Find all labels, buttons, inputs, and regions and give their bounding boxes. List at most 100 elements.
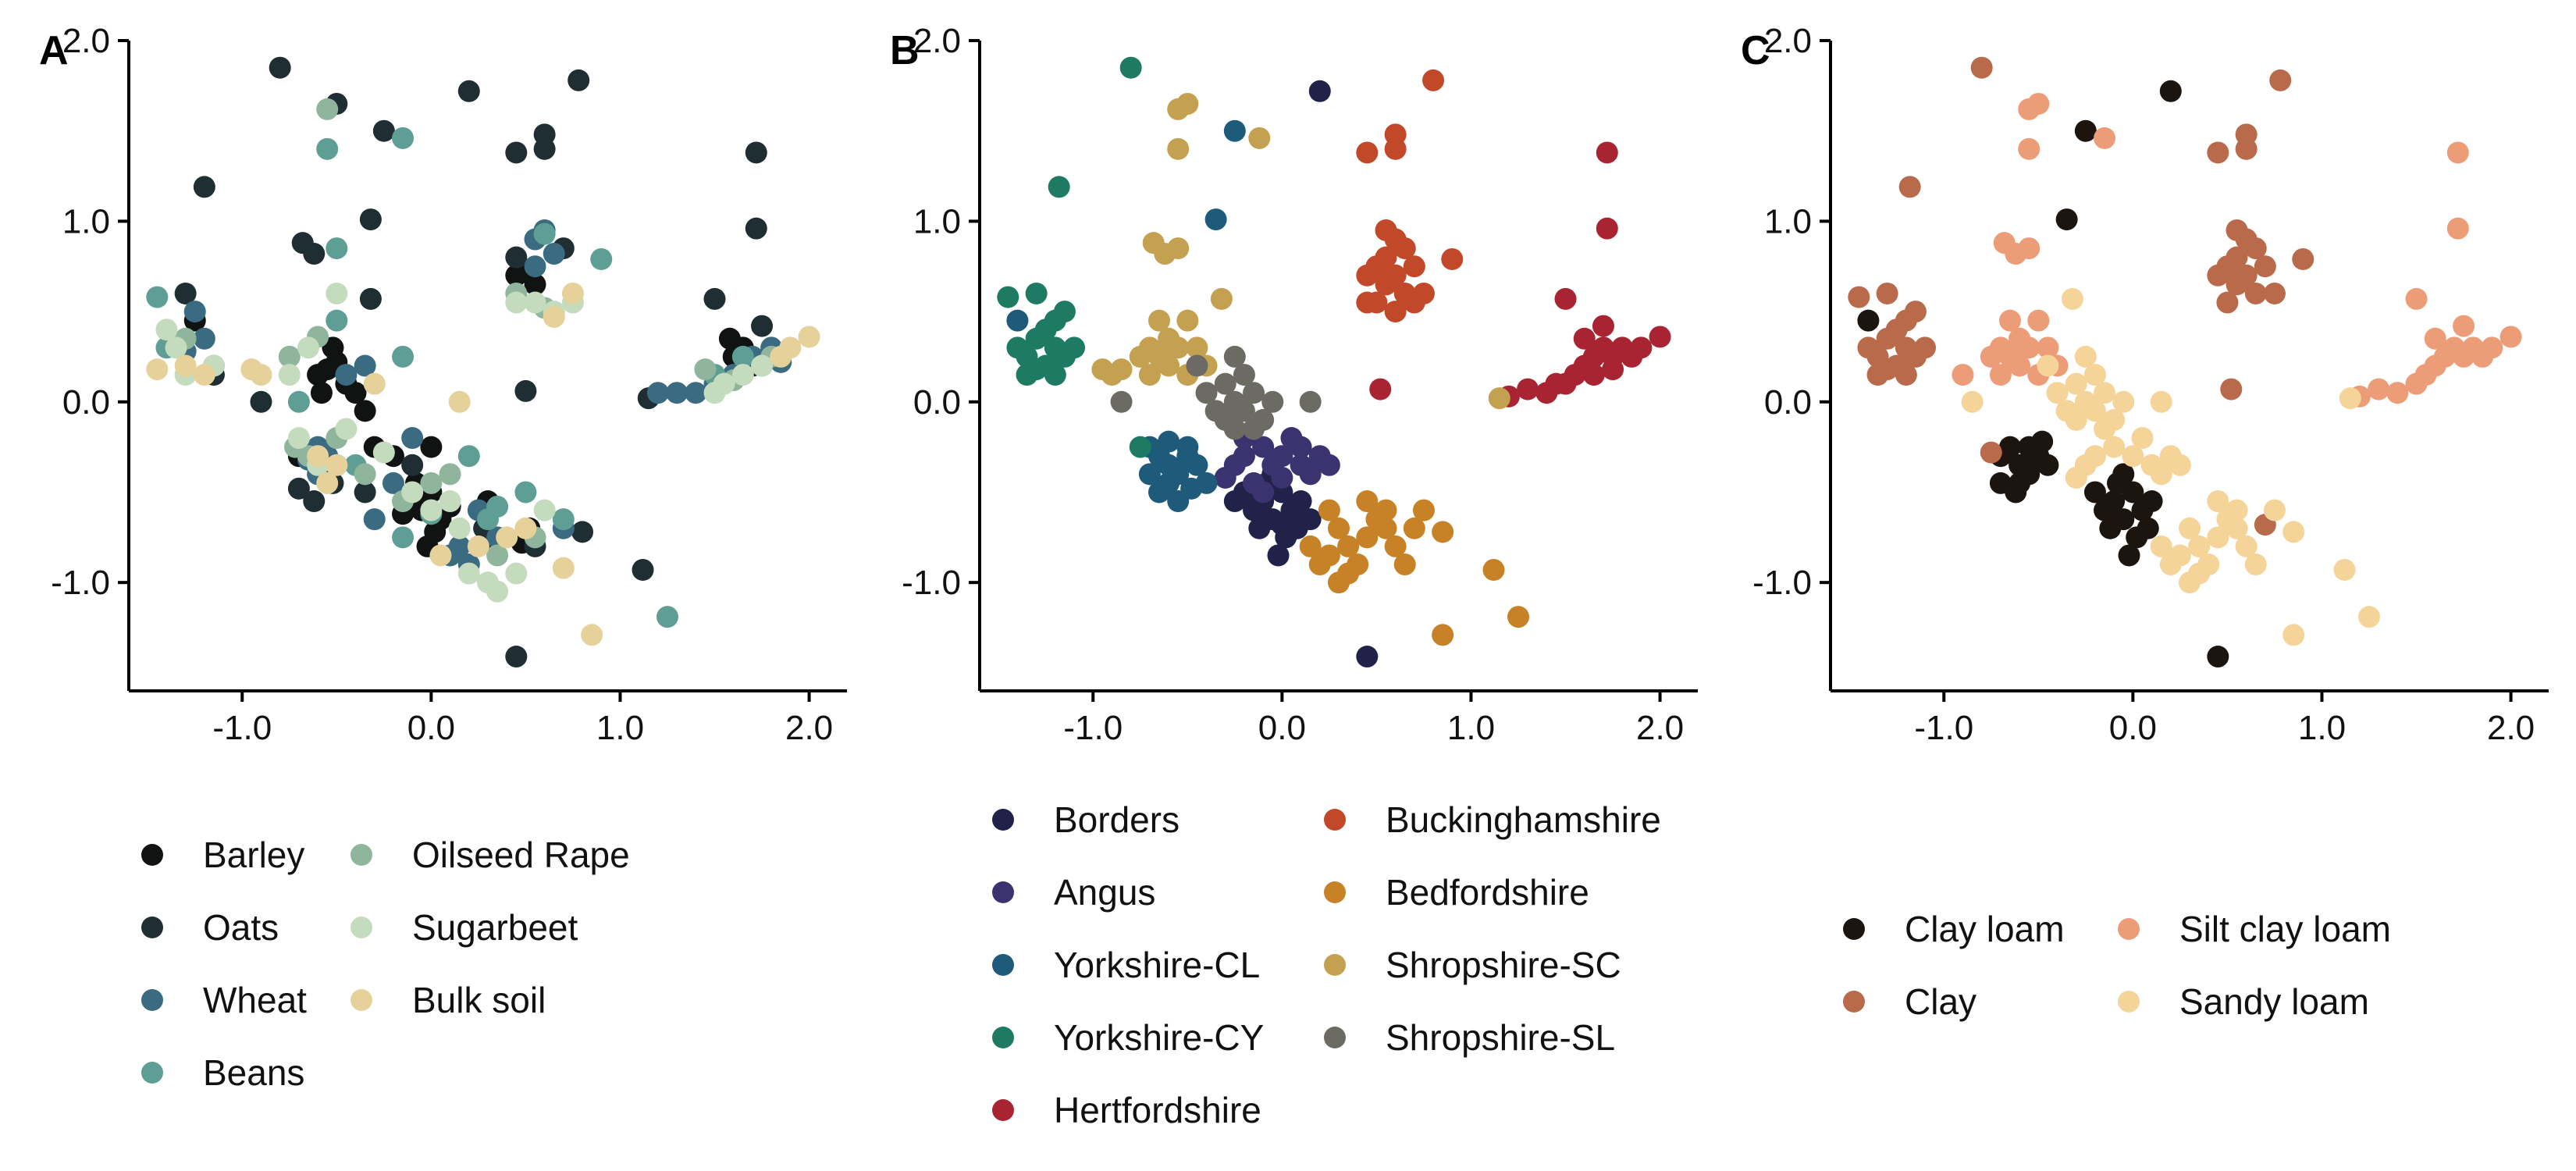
legend-label: Clay (1905, 981, 1976, 1022)
data-point (1337, 535, 1360, 557)
data-point (2207, 646, 2229, 668)
data-point (2453, 315, 2475, 337)
legend-marker (1843, 991, 1865, 1013)
data-point (155, 319, 178, 341)
data-point (2244, 553, 2267, 576)
series-bulk-soil (146, 282, 820, 646)
legend-label: Yorkshire-CY (1054, 1017, 1264, 1058)
data-point (1422, 69, 1445, 91)
legend-label: Buckinghamshire (1386, 799, 1661, 840)
data-point (335, 364, 358, 386)
y-tick-label: 2.0 (1764, 22, 1812, 60)
data-point (1970, 56, 1993, 79)
data-point (2065, 372, 2087, 395)
data-point (1063, 336, 1086, 359)
data-point (1167, 237, 1190, 260)
data-point (1356, 141, 1379, 164)
series-yorkshire-cy (997, 56, 1151, 458)
y-tick-label: -1.0 (902, 564, 961, 602)
x-tick-label: 2.0 (1636, 709, 1684, 747)
legend-marker (992, 1099, 1014, 1121)
data-point (1980, 441, 2002, 464)
data-point (1210, 287, 1233, 310)
data-point (2140, 490, 2163, 513)
legend-label: Shropshire-SL (1386, 1017, 1615, 1058)
data-point (1403, 517, 1425, 539)
data-point (382, 472, 404, 494)
data-point (2037, 354, 2059, 377)
data-point (1630, 336, 1653, 359)
data-point (1223, 490, 1246, 513)
data-point (694, 358, 717, 381)
data-point (1223, 418, 1246, 440)
data-point (1271, 514, 1293, 536)
series-sandy-loam (1961, 287, 2380, 646)
data-point (287, 390, 310, 413)
data-point (2226, 517, 2248, 539)
data-point (731, 364, 754, 386)
data-point (316, 98, 339, 120)
data-point (297, 336, 319, 359)
data-point (2226, 499, 2248, 521)
data-point (287, 427, 310, 450)
legend-label: Clay loam (1905, 909, 2065, 949)
data-point (354, 354, 376, 377)
data-point (1582, 364, 1605, 386)
panel-label: A (39, 28, 69, 73)
data-point (448, 390, 471, 413)
data-point (2263, 282, 2286, 304)
series-shropshire-sl (1110, 345, 1322, 440)
data-point (1243, 382, 1265, 404)
legend-label: Bedfordshire (1386, 872, 1589, 913)
data-point (745, 141, 767, 164)
data-point (439, 490, 461, 513)
data-point (1180, 477, 1203, 500)
data-point (1290, 436, 1312, 458)
data-point (1248, 517, 1271, 539)
data-point (2358, 606, 2380, 628)
data-point (745, 217, 767, 240)
legend-label: Angus (1054, 872, 1155, 913)
data-point (1375, 517, 1397, 539)
data-point (2018, 237, 2041, 260)
legend-label: Beans (203, 1052, 304, 1093)
data-point (1482, 558, 1505, 581)
data-point (1507, 606, 1529, 628)
data-point (363, 508, 386, 531)
x-tick-label: -1.0 (1914, 709, 1973, 747)
data-point (1356, 291, 1379, 314)
legend-label: Yorkshire-CL (1054, 945, 1260, 985)
x-tick-label: 2.0 (785, 709, 833, 747)
x-tick-label: -1.0 (212, 709, 272, 747)
data-point (250, 364, 272, 386)
data-point (552, 508, 575, 531)
data-point (467, 535, 489, 557)
data-point (514, 379, 537, 402)
data-point (146, 286, 169, 308)
data-point (1048, 176, 1070, 198)
data-point (326, 282, 348, 304)
data-point (505, 562, 528, 585)
legend-marker (350, 844, 372, 866)
data-point (505, 291, 528, 314)
legend-label: Oilseed Rape (412, 835, 630, 875)
data-point (359, 287, 382, 310)
series-silt-clay-loam (1952, 92, 2522, 408)
data-point (1158, 430, 1180, 453)
data-point (363, 372, 386, 395)
data-point (2269, 69, 2292, 91)
data-point (2244, 282, 2267, 304)
legend: Borders Angus Yorkshire-CL Yorkshire-CY Hert… (992, 799, 1661, 1130)
legend-label: Sandy loam (2179, 981, 2369, 1022)
data-point (1148, 481, 1170, 504)
legend-marker (1324, 881, 1346, 903)
data-point (278, 364, 301, 386)
data-point (1148, 309, 1170, 332)
data-point (1044, 364, 1066, 386)
data-point (303, 490, 326, 513)
y-tick-label: 2.0 (62, 22, 110, 60)
data-point (401, 454, 424, 476)
data-point (1356, 646, 1379, 668)
